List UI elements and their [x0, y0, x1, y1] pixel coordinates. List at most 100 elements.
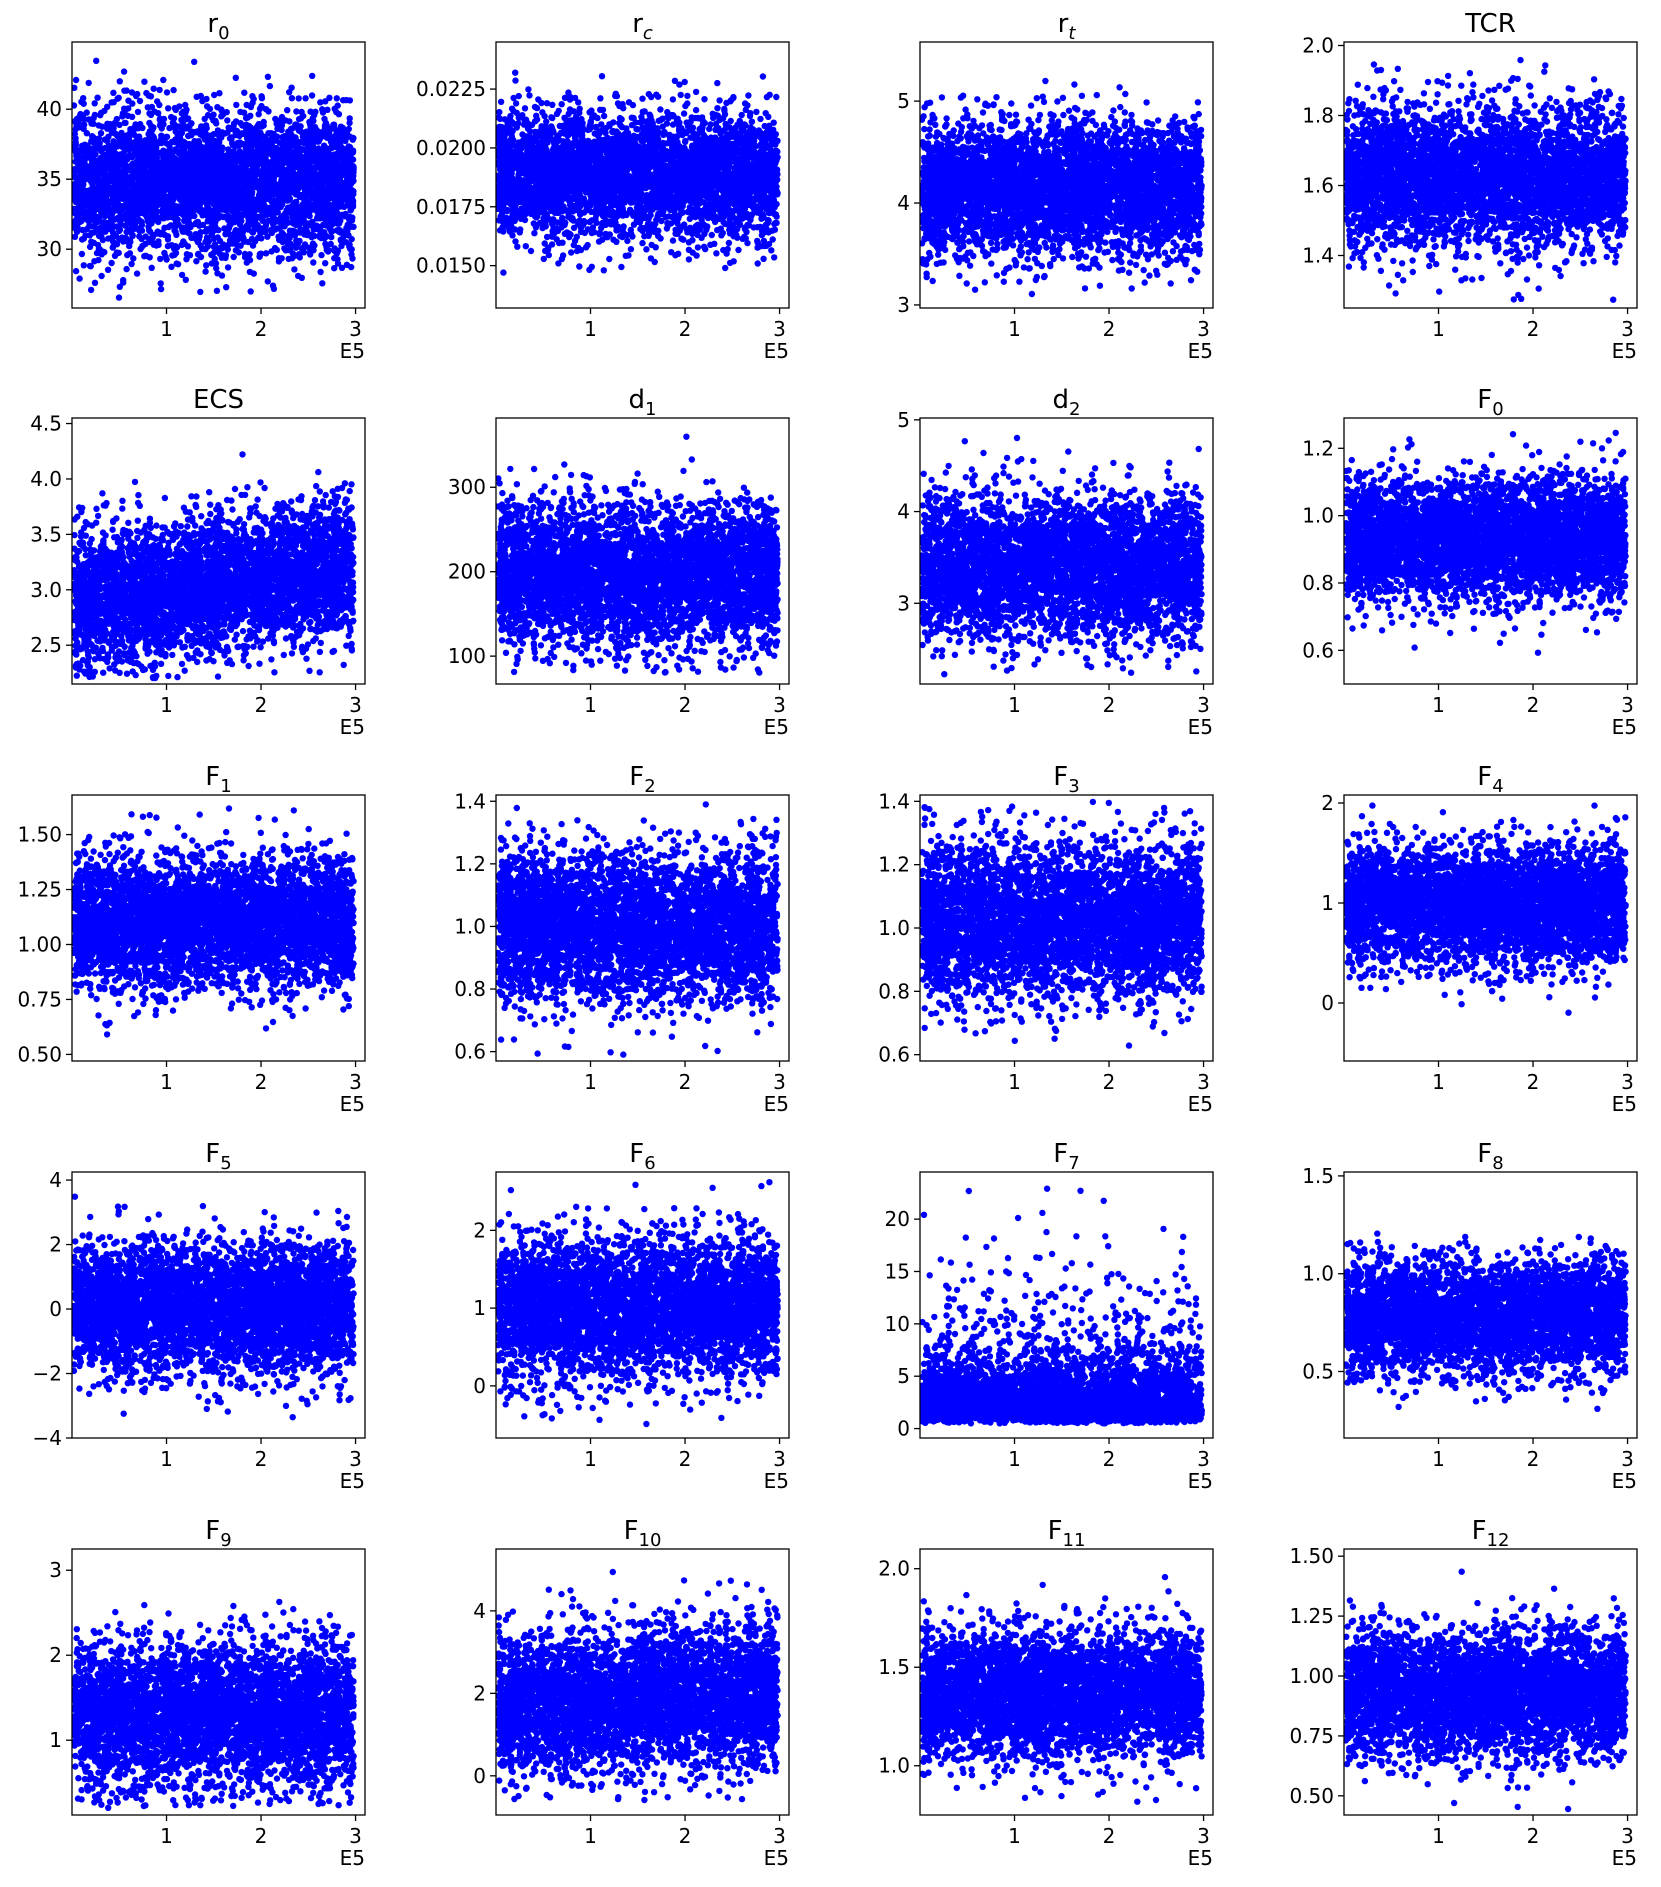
scatter-point: [350, 191, 356, 197]
scatter-point: [194, 94, 200, 100]
scatter-point: [291, 266, 297, 272]
scatter-point: [122, 120, 128, 126]
scatter-point: [216, 174, 222, 180]
scatter-point: [184, 251, 190, 257]
scatter-point: [134, 151, 140, 157]
scatter-point: [122, 182, 128, 188]
scatter-point: [232, 153, 238, 159]
scatter-point: [219, 108, 225, 114]
scatter-point: [247, 269, 253, 275]
scatter-point: [100, 249, 106, 255]
scatter-point: [151, 86, 157, 92]
scatter-point: [344, 128, 350, 134]
scatter-point: [188, 223, 194, 229]
scatter-point: [315, 171, 321, 177]
scatter-point: [135, 109, 141, 115]
scatter-point: [168, 264, 174, 270]
scatter-point: [84, 130, 90, 136]
scatter-point: [225, 264, 231, 270]
scatter-point: [322, 217, 328, 223]
scatter-point: [259, 95, 265, 101]
scatter-point: [136, 217, 142, 223]
scatter-point: [191, 59, 197, 65]
scatter-point: [240, 167, 246, 173]
scatter-point: [213, 150, 219, 156]
scatter-point: [253, 151, 259, 157]
scatter-point: [127, 142, 133, 148]
scatter-point: [198, 254, 204, 260]
scatter-point: [135, 180, 141, 186]
scatter-point: [749, 119, 755, 125]
scatter-point: [180, 191, 186, 197]
scatter-point: [252, 177, 258, 183]
scatter-point: [197, 207, 203, 213]
scatter-point: [348, 180, 354, 186]
scatter-point: [189, 183, 195, 189]
scatter-point: [140, 242, 146, 248]
scatter-point: [170, 209, 176, 215]
scatter-point: [178, 180, 184, 186]
scatter-point: [197, 289, 203, 295]
scatter-point: [618, 264, 624, 270]
scatter-point: [79, 251, 85, 257]
scatter-point: [157, 115, 163, 121]
scatter-point: [123, 229, 129, 235]
scatter-point: [133, 195, 139, 201]
panel-title-base: r: [632, 9, 643, 39]
scatter-point: [237, 202, 243, 208]
scatter-point: [349, 217, 355, 223]
scatter-point: [313, 127, 319, 133]
scatter-point: [134, 270, 140, 276]
scatter-point: [152, 184, 158, 190]
scatter-point: [149, 265, 155, 271]
scatter-point: [86, 80, 92, 86]
scatter-point: [145, 131, 151, 137]
scatter-point: [302, 241, 308, 247]
scatter-point: [216, 90, 222, 96]
scatter-point: [180, 120, 186, 126]
scatter-point: [329, 195, 335, 201]
scatter-point: [340, 97, 346, 103]
scatter-point: [92, 280, 98, 286]
scatter-point: [108, 150, 114, 156]
scatter-point: [330, 159, 336, 165]
scatter-point: [318, 197, 324, 203]
scatter-point: [349, 236, 355, 242]
scatter-point: [116, 228, 122, 234]
scatter-point: [92, 174, 98, 180]
scatter-point: [116, 294, 122, 300]
scatter-point: [233, 75, 239, 81]
scatter-point: [295, 207, 301, 213]
scatter-point: [102, 222, 108, 228]
scatter-point: [170, 120, 176, 126]
scatter-point: [241, 182, 247, 188]
scatter-point: [335, 102, 341, 108]
scatter-point: [207, 106, 213, 112]
scatter-point: [120, 152, 126, 158]
scatter-point: [80, 112, 86, 118]
scatter-point: [205, 138, 211, 144]
scatter-point: [172, 191, 178, 197]
y-tick-label: 40: [37, 97, 62, 121]
scatter-point: [267, 83, 273, 89]
scatter-point: [105, 235, 111, 241]
scatter-point: [120, 277, 126, 283]
scatter-point: [92, 197, 98, 203]
scatter-point: [319, 106, 325, 112]
scatter-point: [128, 199, 134, 205]
scatter-point: [237, 120, 243, 126]
scatter-point: [208, 213, 214, 219]
scatter-point: [117, 284, 123, 290]
scatter-point: [181, 113, 187, 119]
scatter-point: [334, 95, 340, 101]
scatter-point: [344, 147, 350, 153]
scatter-point: [182, 149, 188, 155]
scatter-point: [146, 205, 152, 211]
scatter-point: [138, 236, 144, 242]
scatter-point: [333, 143, 339, 149]
scatter-point: [670, 237, 676, 243]
scatter-point: [82, 176, 88, 182]
scatter-point: [75, 180, 81, 186]
scatter-point: [132, 186, 138, 192]
